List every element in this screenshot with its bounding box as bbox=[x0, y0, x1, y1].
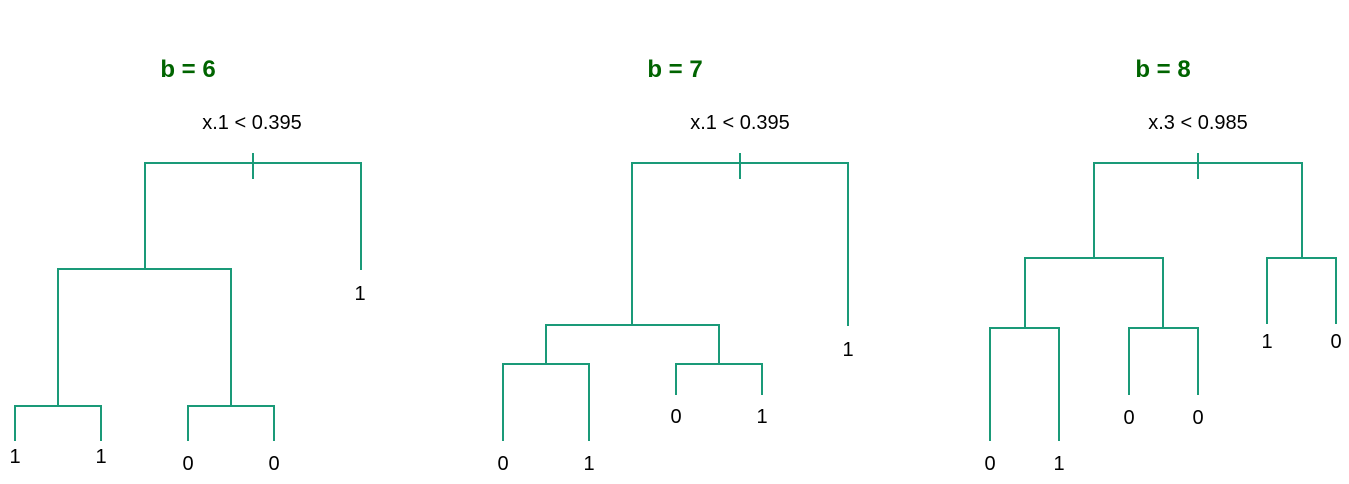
root-split-label: x.1 < 0.395 bbox=[690, 112, 790, 134]
root-split-label: x.3 < 0.985 bbox=[1148, 112, 1248, 134]
tree-edge-right bbox=[1266, 257, 1337, 324]
leaf-label: 0 bbox=[1330, 331, 1341, 353]
leaf-label: 1 bbox=[756, 406, 767, 428]
panel-b8: b = 8 x.3 < 0.985 0 1 0 0 1 0 bbox=[984, 56, 1341, 475]
panel-b7: b = 7 x.1 < 0.395 0 1 0 1 1 bbox=[497, 56, 853, 475]
panel-title: b = 6 bbox=[160, 56, 215, 83]
tree-edge-left bbox=[57, 268, 232, 407]
leaf-label: 0 bbox=[1123, 407, 1134, 429]
panel-b6: b = 6 x.1 < 0.395 1 1 0 0 1 bbox=[9, 56, 365, 475]
panel-title: b = 8 bbox=[1135, 56, 1190, 83]
tree-edge-left bbox=[545, 324, 720, 365]
tree-edge-leaf-pair bbox=[1128, 327, 1199, 395]
tree-edge-leaf-pair bbox=[187, 405, 275, 441]
leaf-label: 0 bbox=[670, 406, 681, 428]
leaf-label: 0 bbox=[497, 453, 508, 475]
tree-edge-leaf-pair bbox=[502, 363, 590, 441]
leaf-label: 1 bbox=[9, 446, 20, 468]
tree-edge-leaf-pair bbox=[14, 405, 102, 441]
tree-edge-leaf-pair bbox=[989, 327, 1060, 441]
tree-edge-left bbox=[1024, 257, 1164, 329]
leaf-label: 1 bbox=[842, 339, 853, 361]
leaf-label: 0 bbox=[182, 453, 193, 475]
leaf-label: 1 bbox=[583, 453, 594, 475]
leaf-label: 1 bbox=[1261, 331, 1272, 353]
tree-edge-root bbox=[631, 162, 849, 326]
tree-edge-leaf-pair bbox=[675, 363, 763, 395]
leaf-label: 1 bbox=[95, 446, 106, 468]
root-split-label: x.1 < 0.395 bbox=[202, 112, 302, 134]
leaf-label: 0 bbox=[984, 453, 995, 475]
leaf-label: 0 bbox=[268, 453, 279, 475]
leaf-label: 0 bbox=[1192, 407, 1203, 429]
leaf-label: 1 bbox=[354, 283, 365, 305]
leaf-label: 1 bbox=[1053, 453, 1064, 475]
panel-title: b = 7 bbox=[647, 56, 702, 83]
